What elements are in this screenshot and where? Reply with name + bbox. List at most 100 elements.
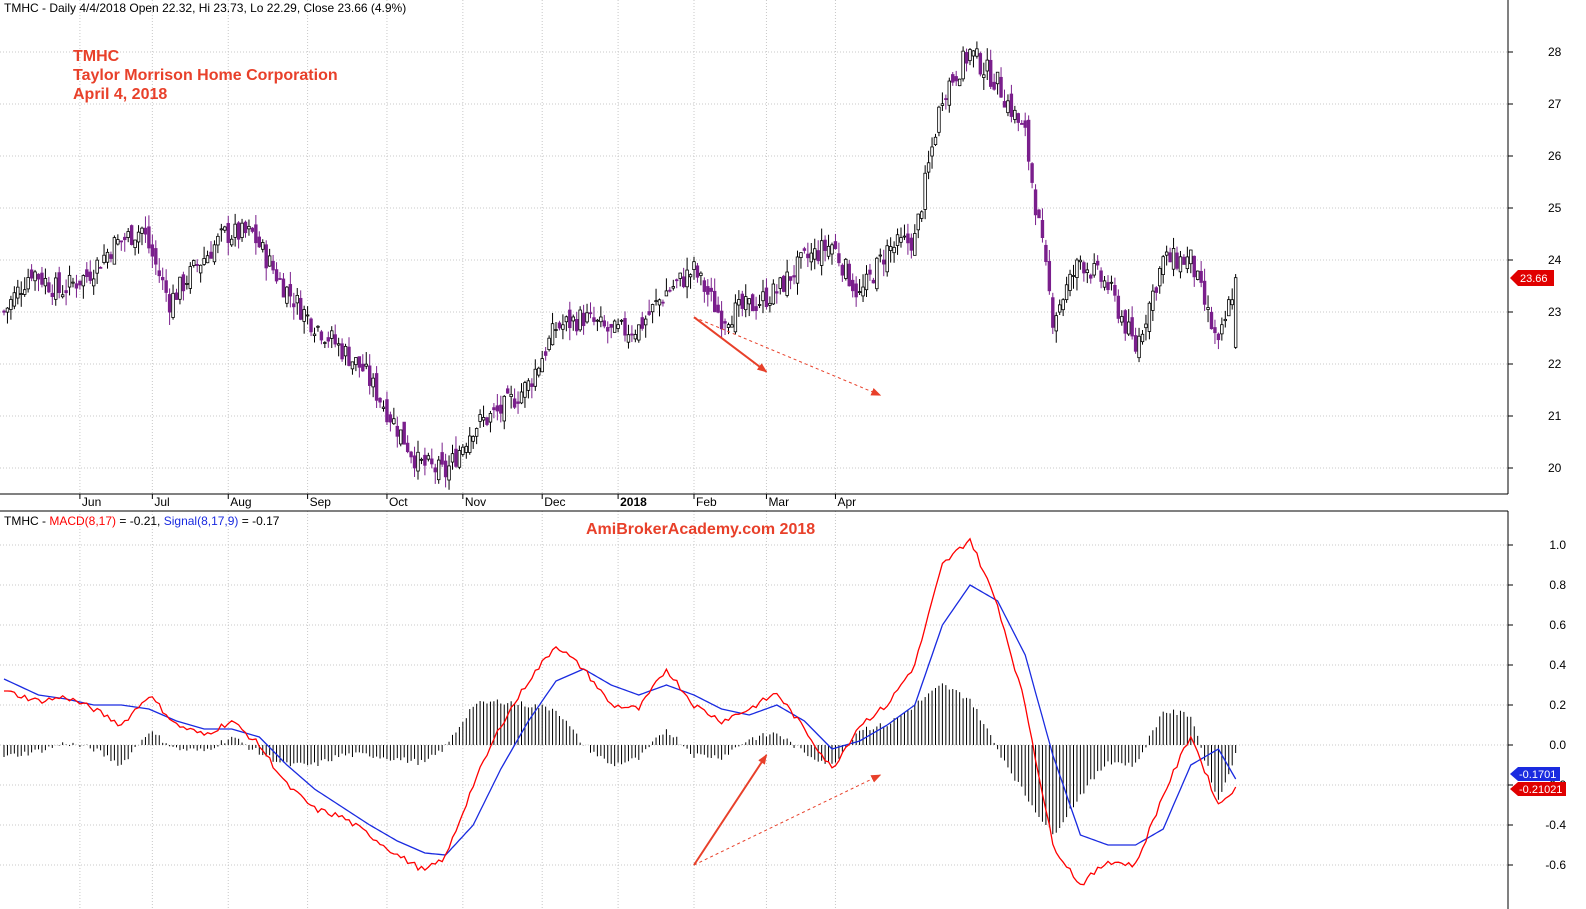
candle-body	[285, 286, 289, 304]
candle-body	[367, 365, 372, 386]
candle-body	[1071, 275, 1076, 277]
candle-body	[989, 59, 993, 87]
candle-body	[861, 286, 865, 297]
candle-body	[768, 302, 772, 306]
candle-body	[1006, 100, 1010, 114]
candle-body	[616, 324, 620, 329]
candle-body	[95, 259, 99, 274]
candle-body	[9, 299, 13, 310]
candle-body	[854, 283, 858, 298]
candle-body	[495, 405, 500, 412]
candle-body	[457, 450, 462, 468]
candle-body	[1120, 316, 1124, 323]
candle-body	[361, 363, 365, 372]
macd-header-prefix: TMHC -	[4, 514, 49, 528]
candle-body	[36, 273, 41, 280]
candle-body	[478, 414, 482, 422]
price-panel	[0, 0, 1508, 494]
candle-body	[561, 324, 565, 330]
candle-body	[229, 238, 234, 246]
candle-body	[685, 269, 689, 288]
candle-body	[719, 310, 724, 330]
candle-body	[547, 337, 551, 350]
candle-body	[744, 296, 748, 311]
x-tick-label: Apr	[837, 495, 856, 509]
candle-body	[1161, 256, 1165, 275]
candle-body	[271, 260, 275, 271]
candle-body	[202, 258, 206, 265]
candle-body	[816, 250, 820, 262]
candle-body	[98, 266, 103, 269]
candle-body	[167, 294, 172, 313]
candle-body	[588, 312, 593, 315]
candle-body	[195, 264, 199, 266]
candle-body	[364, 363, 368, 367]
candle-body	[1013, 109, 1017, 120]
x-tick-label: Dec	[544, 495, 565, 509]
candle-body	[864, 273, 869, 291]
candle-body	[871, 279, 876, 284]
candle-body	[1233, 277, 1238, 348]
candle-body	[85, 269, 89, 278]
candle-body	[488, 413, 493, 423]
candle-body	[533, 368, 537, 387]
candle-body	[123, 236, 127, 241]
candle-body	[788, 276, 793, 281]
candle-body	[1009, 93, 1014, 117]
price-header: TMHC - Daily 4/4/2018 Open 22.32, Hi 23.…	[4, 1, 406, 15]
candle-body	[340, 343, 344, 360]
candle-body	[771, 283, 776, 305]
candle-body	[1099, 270, 1103, 282]
candle-body	[882, 259, 886, 265]
candle-body	[795, 256, 800, 284]
candle-body	[692, 261, 696, 270]
candle-body	[899, 237, 903, 243]
candle-body	[212, 244, 217, 263]
watermark: AmiBrokerAcademy.com 2018	[586, 521, 815, 538]
candle-body	[29, 269, 34, 279]
candle-body	[1178, 256, 1183, 273]
candle-body	[802, 248, 807, 251]
candle-body	[557, 322, 562, 329]
candle-body	[695, 265, 700, 278]
candle-body	[650, 304, 655, 313]
candle-body	[585, 312, 589, 323]
candle-body	[730, 324, 734, 328]
candle-body	[599, 316, 603, 323]
x-axis-ticks: Jun Jul Aug Sep Oct Nov Dec 2018 Feb Mar Apr	[79, 494, 856, 509]
candle-body	[1002, 101, 1007, 108]
candle-body	[119, 240, 123, 243]
candle-body	[319, 331, 324, 341]
candle-body	[1196, 270, 1200, 280]
candle-body	[923, 172, 927, 210]
candle-body	[785, 271, 789, 296]
candle-body	[64, 290, 68, 294]
macd-y-tick-label: 1.0	[1549, 538, 1566, 552]
candle-body	[982, 74, 986, 78]
candle-body	[312, 333, 317, 337]
candle-body	[926, 162, 931, 173]
candle-body	[1016, 113, 1020, 123]
candle-body	[664, 290, 669, 297]
candle-body	[471, 436, 475, 442]
candle-body	[623, 318, 627, 336]
candle-body	[1154, 287, 1158, 293]
candle-body	[347, 346, 351, 366]
candle-body	[267, 255, 272, 267]
candle-body	[868, 269, 872, 275]
candle-body	[823, 239, 827, 251]
candle-body	[1061, 299, 1065, 311]
candle-body	[764, 287, 769, 308]
candle-body	[185, 283, 189, 285]
candle-body	[40, 272, 44, 285]
signal-header-name: Signal(8,17,9)	[164, 514, 239, 528]
candle-body	[968, 49, 972, 62]
candle-body	[447, 465, 451, 481]
candle-body	[67, 274, 72, 288]
candle-body	[1058, 304, 1062, 313]
candle-body	[298, 297, 303, 320]
candle-body	[150, 244, 155, 257]
macd-y-tick-label: -0.4	[1545, 818, 1566, 832]
candle-body	[343, 345, 348, 357]
candle-body	[809, 252, 813, 263]
